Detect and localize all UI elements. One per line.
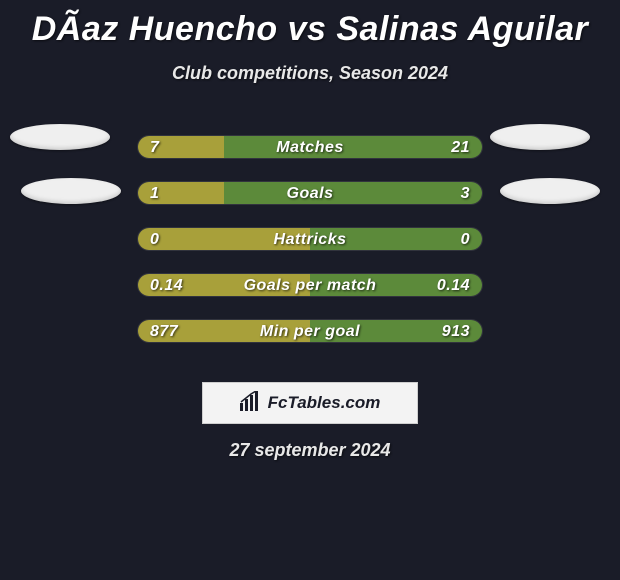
date-label: 27 september 2024 (0, 440, 620, 461)
stat-track: 0.14 0.14 Goals per match (137, 273, 483, 297)
metric-label: Min per goal (260, 323, 360, 341)
subtitle: Club competitions, Season 2024 (0, 63, 620, 84)
stat-track: 1 3 Goals (137, 181, 483, 205)
player2-value: 3 (461, 185, 470, 203)
decorative-oval (10, 124, 110, 150)
player1-value: 0 (150, 231, 159, 249)
decorative-oval (21, 178, 121, 204)
player2-value: 0.14 (437, 277, 470, 295)
brand-box: FcTables.com (202, 382, 418, 424)
decorative-oval (490, 124, 590, 150)
player2-segment (224, 182, 482, 204)
player1-value: 7 (150, 139, 159, 157)
comparison-chart: 7 21 Matches 1 3 Goals 0 0 Hattricks 0.14 0.14 Goal… (0, 124, 620, 354)
stat-row: 877 913 Min per goal (0, 308, 620, 354)
player2-segment (224, 136, 482, 158)
stat-track: 7 21 Matches (137, 135, 483, 159)
metric-label: Goals per match (244, 277, 377, 295)
stat-row: 0 0 Hattricks (0, 216, 620, 262)
brand-text: FcTables.com (268, 393, 381, 413)
metric-label: Matches (276, 139, 344, 157)
player2-value: 913 (442, 323, 470, 341)
metric-label: Hattricks (274, 231, 347, 249)
stat-track: 0 0 Hattricks (137, 227, 483, 251)
player1-value: 0.14 (150, 277, 183, 295)
chart-icon (240, 391, 262, 416)
player1-value: 1 (150, 185, 159, 203)
player2-value: 21 (451, 139, 470, 157)
player1-value: 877 (150, 323, 178, 341)
metric-label: Goals (287, 185, 334, 203)
player2-value: 0 (461, 231, 470, 249)
page-title: DÃ­az Huencho vs Salinas Aguilar (0, 0, 620, 49)
stat-track: 877 913 Min per goal (137, 319, 483, 343)
stat-row: 0.14 0.14 Goals per match (0, 262, 620, 308)
decorative-oval (500, 178, 600, 204)
